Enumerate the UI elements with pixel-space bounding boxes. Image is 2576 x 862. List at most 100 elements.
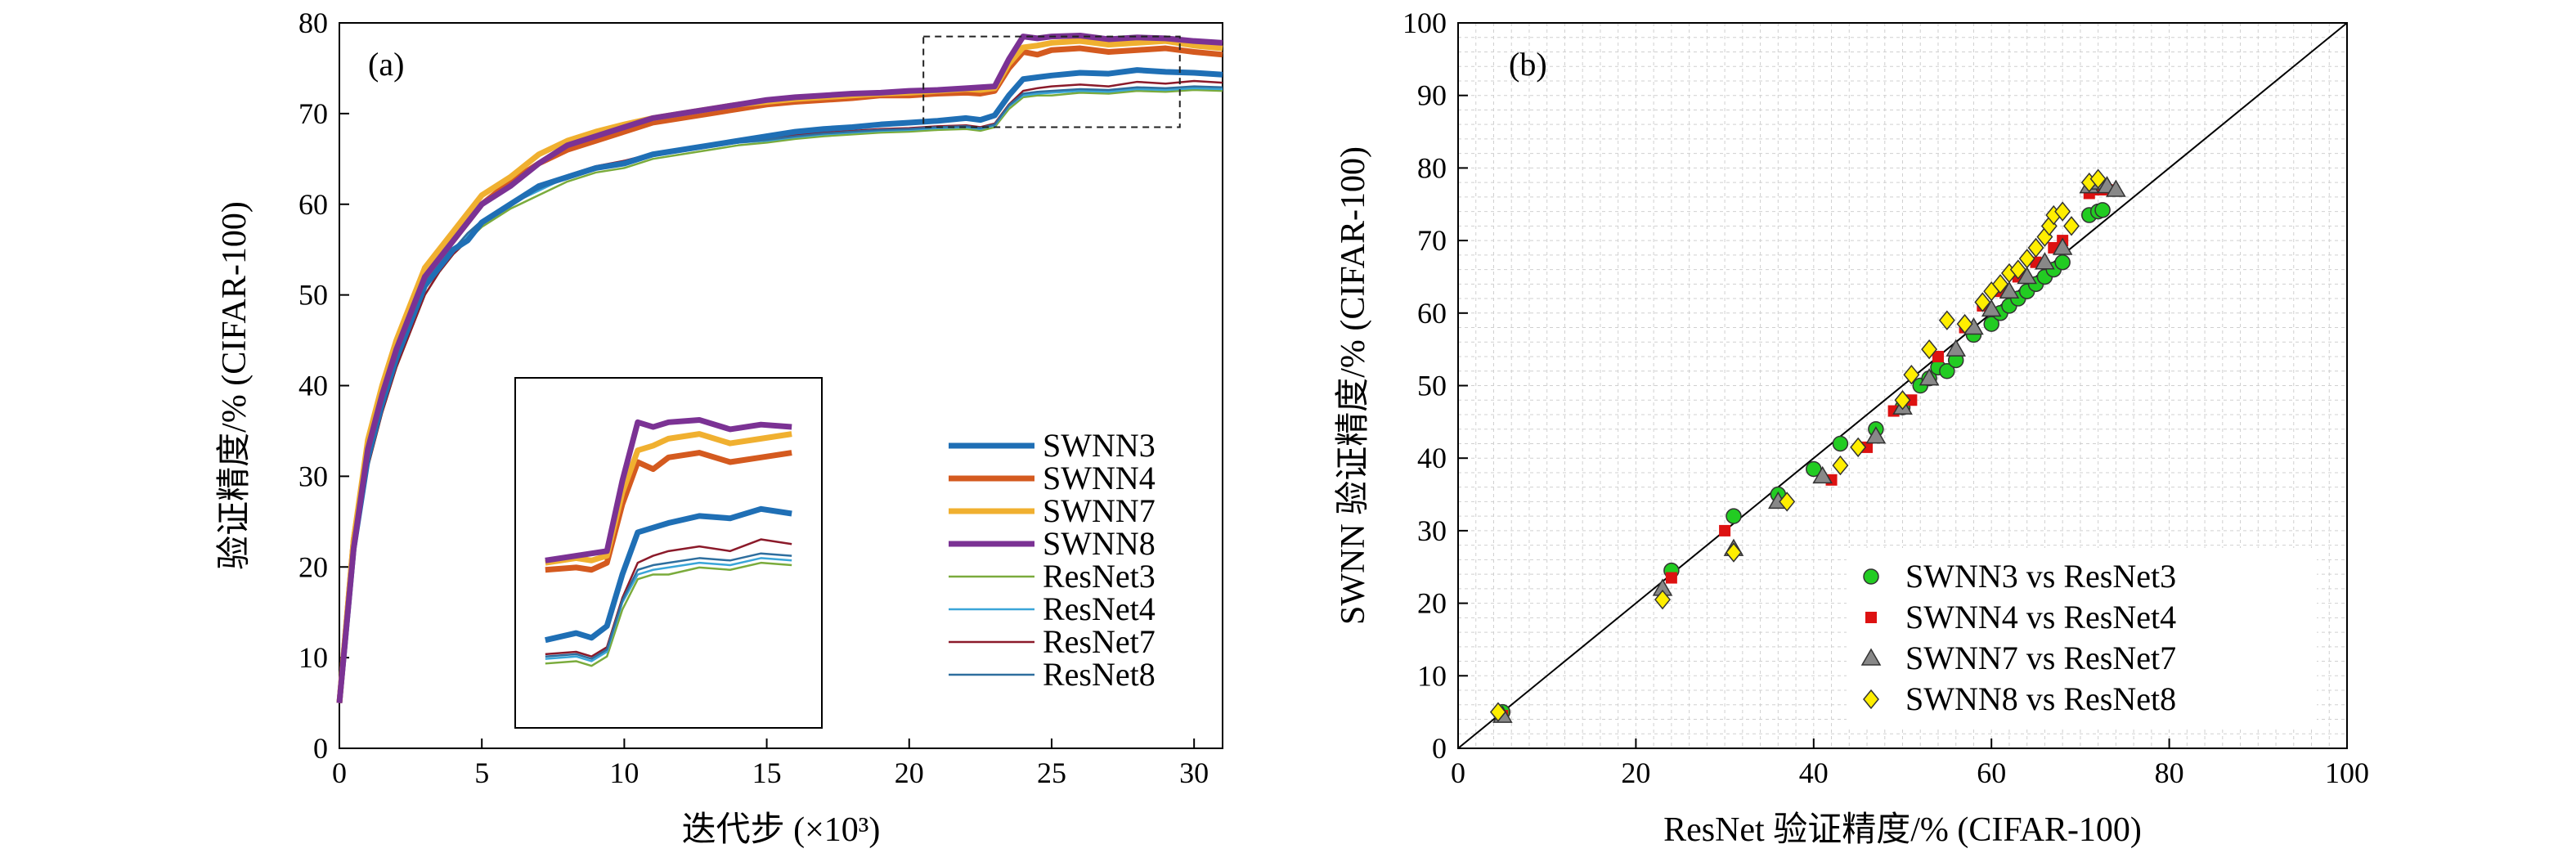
scatter-point-square <box>1719 524 1731 537</box>
scatter-point-diamond <box>2063 216 2080 236</box>
inset-series-line-swnn8 <box>545 416 792 563</box>
scatter-point-circle <box>1832 435 1849 452</box>
scatter-point-diamond <box>1654 589 1671 610</box>
inset-series-line-resnet8 <box>545 552 792 660</box>
scatter-point-triangle <box>1999 281 2020 299</box>
y-axis-label: 验证精度/% (CIFAR-100) <box>215 201 254 570</box>
y-tick-label: 40 <box>298 370 328 402</box>
legend-label: SWNN4 vs ResNet4 <box>1905 599 2176 635</box>
x-tick-label: 30 <box>1179 756 1209 789</box>
legend-background <box>1847 548 2317 728</box>
scatter-point-triangle <box>2106 179 2126 197</box>
inset-series-line-swnn7 <box>545 431 792 566</box>
scatter-point-circle <box>2094 202 2111 218</box>
panel-label: (b) <box>1509 46 1547 83</box>
inset-series-line-swnn4 <box>545 450 792 573</box>
scatter-point-diamond <box>2089 168 2107 189</box>
scatter-point-diamond <box>2018 249 2035 269</box>
scatter-point-diamond <box>1974 292 1991 312</box>
x-tick-label: 100 <box>2325 756 2369 789</box>
y-tick-label: 20 <box>1417 587 1447 620</box>
y-tick-label: 40 <box>1417 442 1447 474</box>
scatter-point-diamond <box>1850 437 1867 458</box>
inset-series-line-resnet7 <box>545 538 792 658</box>
x-tick-label: 40 <box>1799 756 1829 789</box>
scatter-point-diamond <box>1894 390 1911 411</box>
legend-label-resnet8: ResNet8 <box>1043 656 1156 693</box>
legend-marker-diamond <box>1863 689 1879 710</box>
y-tick-label: 60 <box>298 188 328 221</box>
scatter-point-circle <box>2054 254 2071 271</box>
y-tick-label: 100 <box>1402 7 1447 39</box>
y-tick-label: 30 <box>298 460 328 492</box>
legend-label: SWNN7 vs ResNet7 <box>1905 640 2176 676</box>
panel-b-scatter-chart: 0 20 40 60 80 100 0 10 20 30 40 50 60 70 80 90 100 ResNet… <box>1334 7 2369 849</box>
x-tick-label: 20 <box>895 756 924 789</box>
legend-marker-circle <box>1863 568 1879 585</box>
scatter-point-diamond <box>1779 492 1796 512</box>
scatter-point-diamond <box>2054 201 2071 222</box>
scatter-point-square <box>1861 441 1874 453</box>
scatter-point-diamond <box>2009 259 2026 280</box>
y-tick-label: 90 <box>1417 79 1447 112</box>
y-tick-label: 60 <box>1417 297 1447 330</box>
x-tick-label: 15 <box>752 756 782 789</box>
y-axis-label: SWNN 验证精度/% (CIFAR-100) <box>1334 146 1372 625</box>
y-tick-label: 80 <box>1417 151 1447 184</box>
x-tick-label: 60 <box>1977 756 2006 789</box>
inset-frame <box>514 377 823 729</box>
x-axis-label: 迭代步 (×10³) <box>682 811 881 849</box>
scatter-point-diamond <box>1956 313 1973 334</box>
zoom-region-box <box>922 35 1181 128</box>
y-tick-label: 20 <box>298 550 328 583</box>
scatter-point-circle <box>1726 508 1742 524</box>
series-line-swnn8 <box>336 33 1223 703</box>
scatter-point-diamond <box>1832 455 1849 476</box>
scatter-point-diamond <box>1938 310 1955 330</box>
x-tick-label: 10 <box>609 756 639 789</box>
scatter-point-square <box>1932 351 1944 363</box>
scatter-point-triangle <box>1865 426 1887 444</box>
scatter-point-triangle <box>2035 252 2055 270</box>
legend-label-swnn4: SWNN4 <box>1043 460 1156 496</box>
x-tick-label: 0 <box>1451 756 1465 789</box>
legend-label-swnn8: SWNN8 <box>1043 525 1156 562</box>
series-line-swnn3 <box>336 67 1223 703</box>
scatter-point-triangle <box>1981 299 2002 317</box>
scatter-point-triangle <box>1945 339 1967 357</box>
x-tick-label: 0 <box>332 756 347 789</box>
y-tick-label: 50 <box>1417 370 1447 402</box>
scatter-point-diamond <box>1921 339 1938 360</box>
y-tick-label: 80 <box>298 7 328 39</box>
y-tick-label: 10 <box>1417 659 1447 692</box>
scatter-point-triangle <box>1812 465 1833 484</box>
legend-label-resnet3: ResNet3 <box>1043 558 1156 595</box>
legend-marker-square <box>1865 612 1877 623</box>
scatter-point-triangle <box>2017 266 2037 285</box>
inset-series-line-resnet3 <box>545 561 792 667</box>
scatter-point-circle <box>1939 363 1955 379</box>
legend-label-resnet4: ResNet4 <box>1043 590 1156 627</box>
legend-label: SWNN8 vs ResNet8 <box>1905 680 2176 717</box>
x-tick-label: 25 <box>1037 756 1066 789</box>
legend-label-resnet7: ResNet7 <box>1043 623 1156 660</box>
x-tick-label: 5 <box>474 756 489 789</box>
x-tick-label: 80 <box>2155 756 2184 789</box>
panel-a-line-chart: 0 5 10 15 20 25 30 0 10 20 30 40 50 60 70 80 迭代步 (×10³) 验… <box>215 7 1223 849</box>
y-tick-label: 0 <box>313 732 328 765</box>
scatter-point-square <box>1905 394 1918 406</box>
diagonal-line <box>1457 22 2348 749</box>
legend-label: SWNN3 vs ResNet3 <box>1905 558 2176 595</box>
scatter-point-triangle <box>2052 237 2073 255</box>
y-tick-label: 70 <box>298 97 328 130</box>
inset-series-line-resnet4 <box>545 557 792 662</box>
scatter-point-diamond <box>2027 237 2044 258</box>
scatter-point-triangle <box>1919 368 1940 386</box>
legend-label-swnn7: SWNN7 <box>1043 492 1156 529</box>
x-tick-label: 20 <box>1621 756 1650 789</box>
y-tick-label: 70 <box>1417 224 1447 257</box>
scatter-point-diamond <box>1489 702 1506 722</box>
scatter-point-diamond <box>1726 542 1742 563</box>
y-tick-label: 10 <box>298 641 328 674</box>
